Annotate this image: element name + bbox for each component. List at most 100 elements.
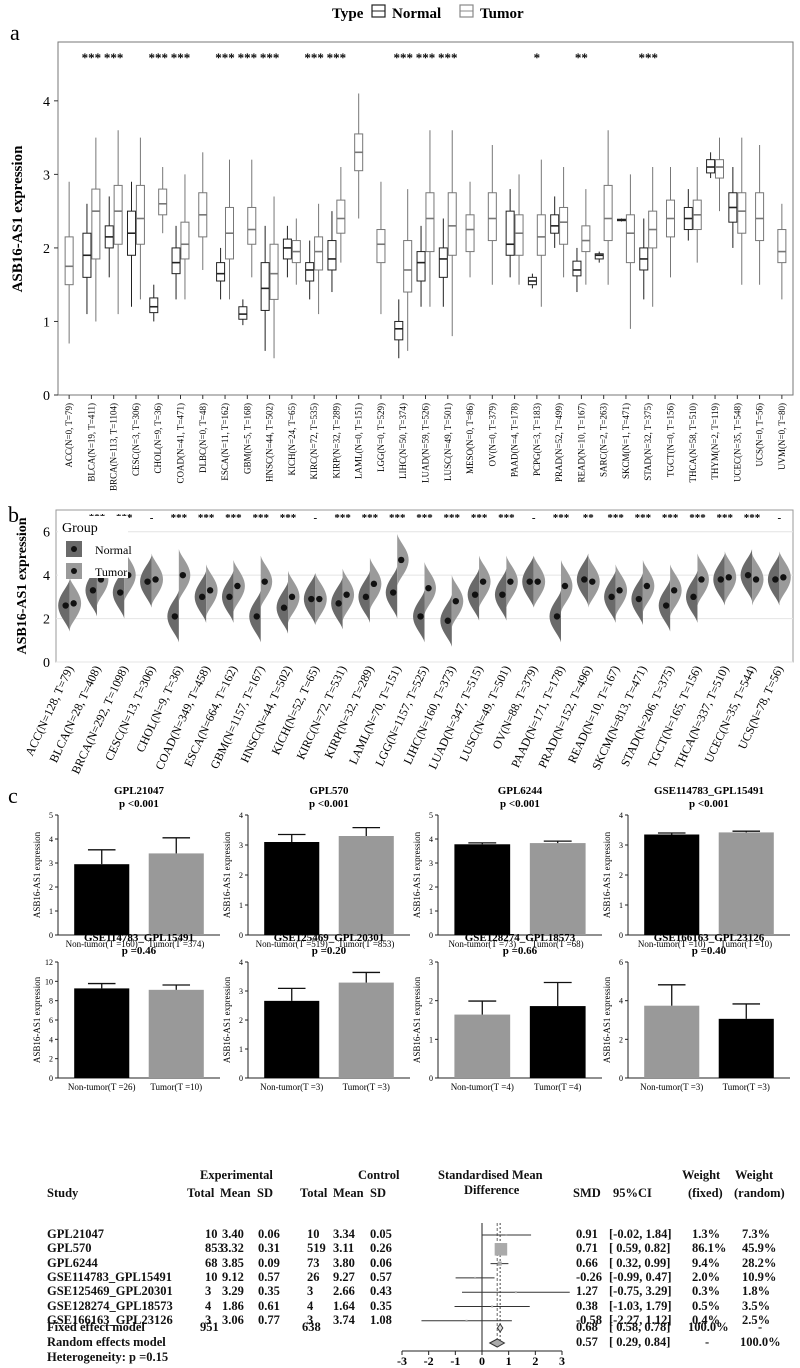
- forest-point: [494, 1243, 508, 1256]
- panel-a-tumor-box: [269, 243, 279, 300]
- panel-b-significance: -: [313, 512, 317, 524]
- panel-a-tumor-box: [91, 188, 101, 260]
- panel-a-tumor-box: [425, 192, 435, 253]
- panel-b-normal-median-dot: [89, 587, 97, 594]
- panel-b-significance: ***: [198, 512, 215, 524]
- panel-b-significance: ***: [553, 512, 570, 524]
- panel-a-significance: ***: [304, 50, 324, 65]
- forest-row-w-random: 28.2%: [742, 1255, 777, 1270]
- panel-c-bar: [148, 853, 204, 935]
- panel-a-xtick-label: ACC(N=0, T=79): [64, 403, 74, 468]
- panel-c-ytick-label: 2: [619, 1035, 623, 1044]
- forest-header-smd: SMD: [573, 1186, 601, 1200]
- panel-a-significance: **: [575, 50, 588, 65]
- panel-a-xtick-label: ESCA(N=11, T=162): [220, 403, 230, 481]
- panel-c-ytick-label: 0: [49, 1074, 53, 1083]
- forest-row-study-name: GSE114783_GPL15491: [47, 1269, 173, 1284]
- panel-c-xtick-label: Tumor(T =853): [338, 939, 394, 949]
- forest-header-e-sd: SD: [257, 1186, 273, 1200]
- forest-header-random: (random): [734, 1186, 785, 1200]
- forest-row-e-sd: 0.77: [258, 1312, 280, 1327]
- panel-b-normal-median-dot: [608, 593, 615, 601]
- forest-row-e-sd: 0.31: [258, 1241, 280, 1256]
- panel-c-pvalue: p =0.40: [692, 945, 727, 957]
- panel-a-normal-box: [438, 247, 448, 278]
- panel-c-bar: [718, 832, 774, 935]
- panel-c-bar: [718, 1018, 774, 1078]
- panel-a-xtick-label: HNSC(N=44, T=502): [265, 403, 275, 482]
- panel-c-ytick-label: 2: [49, 1055, 53, 1064]
- forest-row-study-name: GPL6244: [47, 1255, 98, 1270]
- panel-a-xtick-label: LUAD(N=59, T=526): [421, 403, 431, 483]
- panel-a-xtick-label: STAD(N=32, T=375): [643, 403, 653, 481]
- panel-c-ytick-label: 6: [49, 1016, 53, 1025]
- panel-a-tumor-box: [336, 199, 346, 234]
- panel-c-bar: [644, 1005, 700, 1078]
- panel-b-tumor-median-dot: [589, 578, 596, 585]
- forest-row-study-name: GSE128274_GPL18573: [47, 1298, 173, 1313]
- panel-c-ylabel: ASB16-AS1 expression: [222, 976, 232, 1063]
- panel-a-xtick-label: KIRC(N=72, T=535): [309, 403, 319, 479]
- panel-b-tumor-median-dot: [288, 593, 296, 601]
- forest-row-e-mean: 3.40: [222, 1227, 244, 1241]
- panel-b-significance: -: [150, 512, 154, 524]
- panel-b-normal-median-dot: [772, 576, 779, 583]
- panel-b-normal-median-dot: [499, 591, 506, 598]
- panel-c-ytick-label: 12: [45, 958, 53, 967]
- forest-point: [491, 1305, 494, 1308]
- panel-b-tumor-median-dot: [343, 591, 350, 598]
- panel-a-normal-box: [572, 260, 582, 277]
- panel-b-significance: ***: [280, 512, 297, 524]
- forest-row-c-mean: 2.66: [333, 1284, 355, 1299]
- forest-fixed-ci: [ 0.58, 0.78]: [609, 1320, 671, 1334]
- panel-a-xtick-label: KIRP(N=32, T=289): [331, 403, 341, 479]
- forest-row-e-total: 4: [205, 1298, 212, 1313]
- panel-b-tumor-median-dot: [725, 574, 732, 581]
- forest-header-c-mean: Mean: [333, 1186, 364, 1200]
- panel-b-significance: ***: [416, 512, 433, 524]
- forest-random-smd: 0.57: [576, 1335, 598, 1349]
- forest-row-ci: [-0.99, 0.47]: [609, 1269, 672, 1284]
- forest-row-e-mean: 9.12: [222, 1269, 244, 1284]
- panel-a-normal-box: [327, 240, 337, 271]
- panel-c-bar: [529, 843, 586, 935]
- panel-c-xtick-label: Tumor(T =10): [150, 1082, 202, 1092]
- forest-row-c-sd: 0.05: [370, 1227, 392, 1241]
- forest-row-w-random: 3.5%: [742, 1298, 771, 1313]
- panel-c-ytick-label: 2: [239, 871, 243, 880]
- legend-normal-label: Normal: [392, 6, 441, 22]
- panel-a-xtick-label: KICH(N=24, T=65): [287, 403, 297, 475]
- forest-row-ci: [-0.75, 3.29]: [609, 1284, 672, 1299]
- forest-random-diamond: [488, 1338, 506, 1348]
- panel-c-ytick-label: 8: [49, 997, 53, 1006]
- forest-header-e-mean: Mean: [220, 1186, 251, 1200]
- panel-c-title: GSE114783_GPL15491: [654, 785, 764, 797]
- panel-b-normal-median-dot: [690, 593, 697, 601]
- panel-b-significance: ***: [498, 512, 515, 524]
- forest-row-e-mean: 3.85: [222, 1255, 244, 1270]
- panel-b-normal-median-dot: [390, 589, 397, 596]
- forest-row-e-sd: 0.09: [258, 1255, 280, 1270]
- panel-c-xtick-label: Non-tumor(T =3): [260, 1082, 323, 1092]
- panel-c-ytick-label: 0: [239, 1074, 243, 1083]
- panel-a-ytick-label: 3: [43, 168, 50, 183]
- forest-xtick-label: 3: [559, 1354, 565, 1365]
- forest-row-e-mean: 1.86: [222, 1298, 244, 1313]
- forest-row-c-sd: 0.57: [370, 1269, 392, 1284]
- panel-a-tumor-box: [714, 159, 725, 179]
- panel-c-ylabel: ASB16-AS1 expression: [412, 976, 422, 1063]
- panel-b-ytick-label: 6: [43, 526, 50, 541]
- forest-random-label: Random effects model: [47, 1335, 166, 1349]
- panel-c-ylabel: ASB16-AS1 expression: [602, 976, 612, 1063]
- forest-row-w-fixed: 1.3%: [692, 1227, 721, 1241]
- panel-a-significance: ***: [260, 50, 280, 65]
- panel-b-significance: ***: [689, 512, 706, 524]
- panel-a-tumor-box: [625, 214, 635, 264]
- panel-c-title: GSE114783_GPL15491: [84, 932, 194, 944]
- panel-b-tumor-median-dot: [479, 578, 487, 585]
- forest-row-e-mean: 3.06: [222, 1312, 244, 1327]
- panel-c-xtick-label: Non-tumor(T =4): [451, 1082, 514, 1092]
- forest-random-wfixed: -: [705, 1335, 710, 1349]
- panel-b-tumor-median-dot: [616, 587, 623, 594]
